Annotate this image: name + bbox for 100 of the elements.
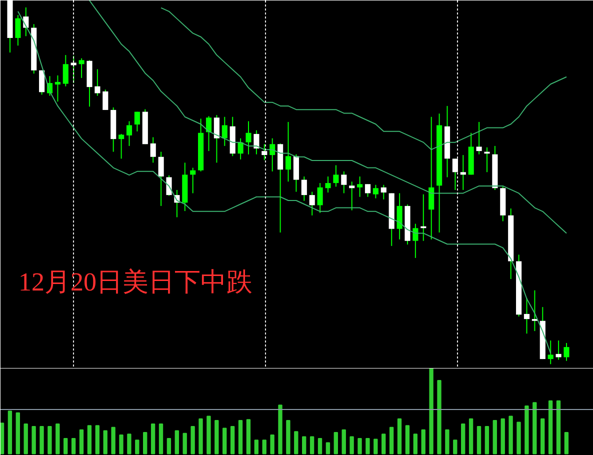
candlestick — [39, 70, 45, 96]
candlestick — [62, 54, 68, 87]
candlestick — [293, 154, 299, 192]
bar — [461, 423, 466, 454]
bar — [326, 442, 330, 454]
bar — [111, 426, 116, 454]
candlestick — [222, 116, 228, 146]
bar — [87, 425, 92, 454]
bar — [16, 412, 20, 454]
bar — [445, 429, 450, 454]
bar — [556, 400, 561, 454]
candlestick — [15, 14, 21, 46]
candlestick — [317, 182, 323, 214]
candlestick — [460, 154, 466, 190]
candlestick — [126, 120, 132, 146]
bar — [366, 438, 370, 454]
bar — [238, 420, 243, 454]
candlestick — [333, 164, 339, 188]
candlestick — [564, 342, 570, 362]
candlestick — [556, 340, 562, 360]
bar — [246, 419, 251, 454]
bar — [302, 436, 306, 454]
bar — [103, 430, 108, 454]
candlestick — [301, 176, 307, 202]
candlestick — [158, 151, 164, 206]
candlestick — [325, 176, 331, 193]
candlestick — [102, 89, 108, 110]
candlestick — [214, 114, 220, 164]
candlestick — [364, 184, 371, 198]
bar — [32, 426, 36, 454]
bar — [342, 429, 346, 454]
bar — [532, 402, 537, 454]
candlestick — [190, 167, 196, 194]
bar — [214, 420, 219, 454]
bar — [413, 434, 418, 454]
candlestick — [372, 184, 378, 199]
bar — [198, 418, 203, 454]
bar — [500, 418, 505, 454]
candlestick — [94, 68, 100, 96]
bar — [294, 431, 298, 454]
bar — [453, 440, 458, 454]
bar — [166, 438, 172, 454]
bar — [0, 422, 4, 454]
candlestick — [484, 146, 490, 173]
candlestick — [134, 111, 140, 132]
candlestick — [150, 136, 156, 164]
bar — [524, 406, 529, 454]
candlestick — [118, 133, 124, 160]
bar — [174, 430, 179, 454]
candlestick — [285, 121, 292, 182]
bar — [484, 426, 490, 454]
bar — [405, 425, 410, 454]
bar — [48, 426, 52, 454]
bar — [270, 434, 274, 454]
bar — [310, 436, 314, 454]
candlestick — [54, 74, 60, 102]
candlestick — [341, 170, 347, 194]
bar — [389, 426, 394, 454]
candlestick — [349, 181, 355, 211]
bar — [358, 438, 362, 454]
bar — [508, 416, 513, 454]
bar — [564, 432, 569, 454]
bar — [8, 410, 12, 454]
bar — [127, 434, 132, 454]
bar — [286, 420, 290, 454]
bar — [40, 426, 44, 454]
candlestick — [270, 138, 276, 172]
bar — [24, 423, 28, 454]
candlestick — [476, 121, 482, 155]
bar — [492, 420, 497, 454]
bar — [437, 380, 442, 454]
bar — [143, 432, 148, 454]
bar — [64, 438, 68, 454]
candlestick — [238, 138, 244, 160]
bar — [71, 438, 76, 454]
candlestick — [428, 116, 434, 240]
bar — [79, 429, 84, 454]
candlestick — [548, 340, 554, 365]
bar — [254, 440, 258, 454]
candlestick — [246, 120, 252, 155]
candlestick — [309, 191, 315, 216]
candlestick — [412, 223, 418, 258]
bar — [222, 428, 227, 454]
bar — [397, 418, 402, 454]
bar — [516, 422, 521, 454]
candlestick — [206, 116, 212, 152]
candlestick — [396, 192, 402, 240]
bar — [95, 425, 100, 454]
annotation: 12月20日美日下中跌 — [18, 268, 252, 296]
bar — [476, 426, 482, 454]
bar — [350, 436, 354, 454]
candlestick — [532, 290, 538, 332]
bar — [206, 416, 211, 454]
bar — [230, 426, 235, 454]
bar — [135, 440, 140, 454]
bar — [318, 438, 322, 454]
bar — [421, 429, 426, 454]
bar — [429, 368, 434, 454]
bar — [382, 434, 386, 454]
candlestick — [254, 130, 260, 155]
